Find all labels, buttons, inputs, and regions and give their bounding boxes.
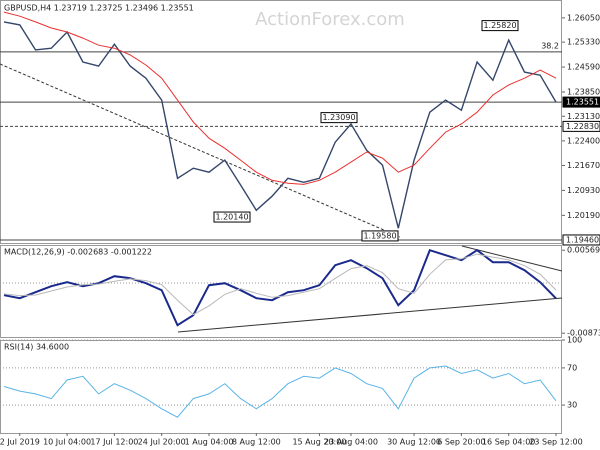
- y-tick-label: 1.25330: [567, 38, 600, 47]
- annotation: 1.25820: [483, 21, 516, 30]
- x-tick-label: 17 Jul 12:00: [90, 438, 138, 447]
- x-tick-label: 24 Jul 20:00: [138, 438, 186, 447]
- annotation: 1.19580: [363, 231, 396, 240]
- y-tick-label: -0.008737: [567, 329, 600, 338]
- level-label: 1.19460: [566, 235, 599, 244]
- x-tick-label: 1 Aug 04:00: [185, 438, 234, 447]
- y-tick-label: 0.005694: [567, 246, 600, 255]
- indicator-title: RSI(14) 34.6000: [4, 343, 69, 352]
- annotation-box: [320, 112, 358, 124]
- watermark: ActionForex.com: [255, 9, 405, 30]
- series-line: [3, 11, 557, 185]
- level-box: [562, 96, 600, 108]
- price-panel: [0, 0, 562, 244]
- x-tick-label: 10 Jul 04:00: [43, 438, 91, 447]
- y-tick-label: 1.23130: [567, 112, 600, 121]
- y-tick-label: 1.20190: [567, 211, 600, 220]
- macd-panel: [0, 245, 562, 338]
- y-tick-label: 1.24590: [567, 63, 600, 72]
- x-tick-label: 16 Sep 04:00: [482, 438, 535, 447]
- x-tick-label: 23 Aug 04:00: [324, 438, 378, 447]
- y-tick-label: 1.20930: [567, 186, 600, 195]
- annotation: 1.20140: [215, 213, 248, 222]
- y-tick-label: 100: [567, 336, 582, 345]
- y-tick-label: 1.26050: [567, 13, 600, 22]
- trendline: [0, 63, 401, 238]
- y-tick-label: 1.21670: [567, 161, 600, 170]
- level-label: 1.23551: [566, 98, 599, 107]
- x-tick-label: 15 Aug 20:00: [292, 438, 346, 447]
- x-tick-label: 2 Jul 2019: [0, 438, 40, 447]
- chart-title: GBPUSD,H4 1.23719 1.23725 1.23496 1.2355…: [4, 4, 194, 13]
- series-line: [3, 253, 557, 316]
- annotation: 1.23090: [322, 113, 355, 122]
- level-box: [562, 120, 600, 132]
- x-tick-label: 6 Sep 20:00: [437, 438, 485, 447]
- x-tick-label: 30 Aug 12:00: [387, 438, 441, 447]
- rsi-panel: [0, 340, 562, 434]
- trendline: [177, 297, 563, 333]
- series-line: [3, 248, 557, 327]
- y-tick-label: 30: [567, 401, 577, 410]
- indicator-title: MACD(12,26,9) -0.002683 -0.001222: [4, 248, 152, 257]
- level-label: 1.22830: [566, 122, 599, 131]
- level-box: [562, 234, 600, 246]
- annotation-box: [481, 20, 519, 32]
- y-tick-label: 1.22400: [567, 136, 600, 145]
- y-tick-label: 1.23850: [567, 88, 600, 97]
- x-tick-label: 8 Aug 12:00: [232, 438, 281, 447]
- annotation-box: [213, 211, 251, 223]
- annotation-box: [361, 230, 399, 242]
- level-label: 38.2: [541, 41, 559, 50]
- series-line: [3, 21, 557, 229]
- y-tick-label: 70: [567, 363, 577, 372]
- x-tick-label: 23 Sep 12:00: [529, 438, 582, 447]
- series-line: [3, 365, 557, 418]
